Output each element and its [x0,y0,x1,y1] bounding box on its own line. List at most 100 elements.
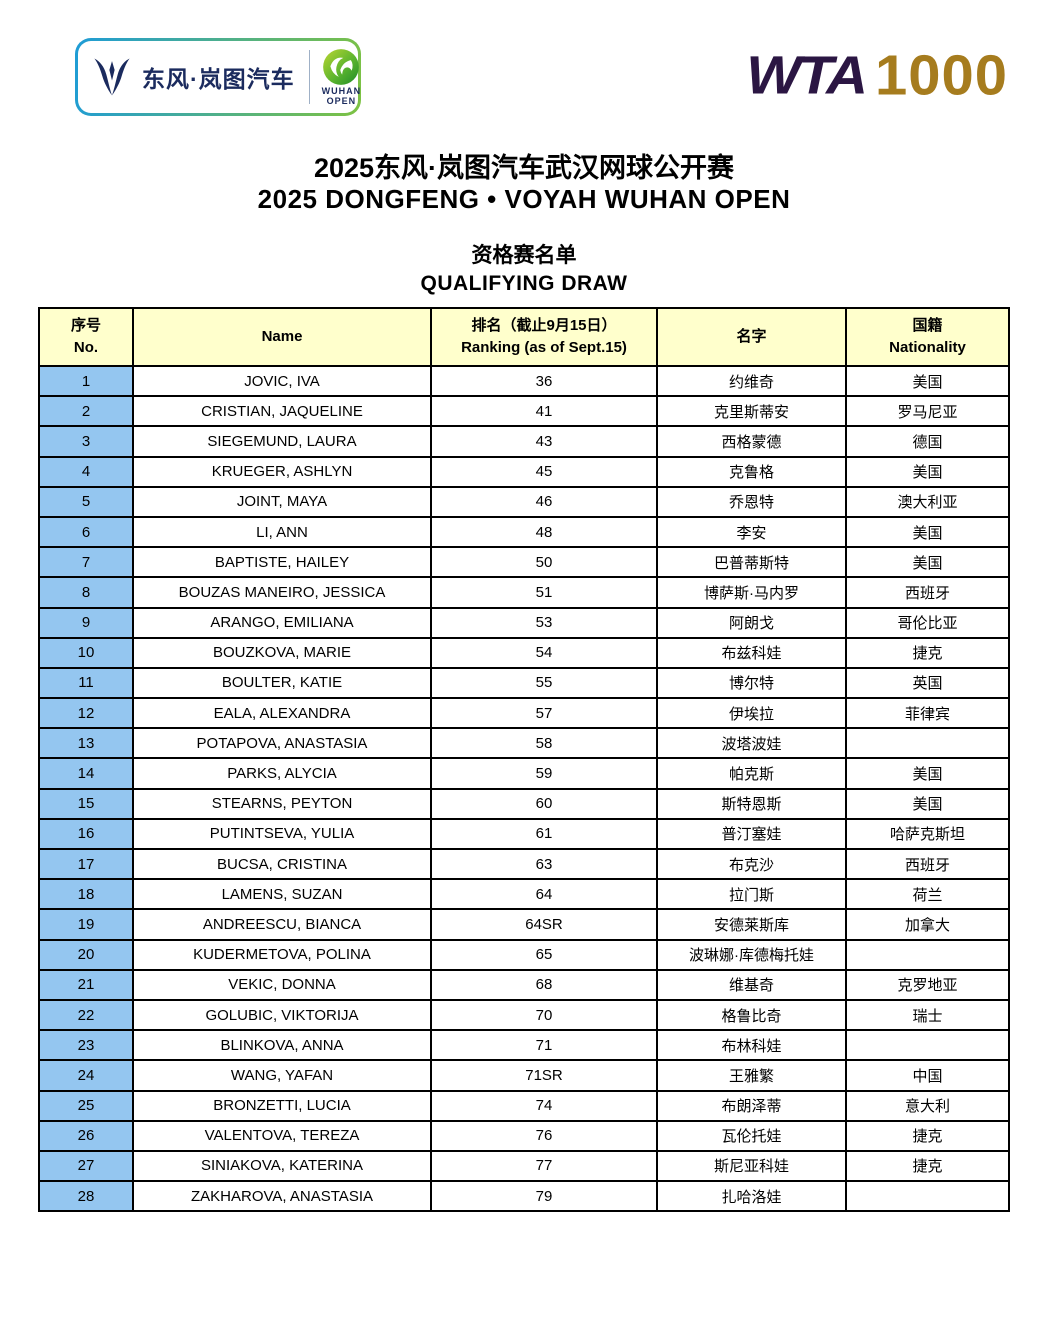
seed-number-cell: 26 [38,1119,134,1152]
nationality-cell: 中国 [845,1059,1010,1092]
wta-wordmark: WTA [746,45,868,106]
player-zh-name-cell: 王雅繁 [656,1059,847,1092]
seed-number-cell: 19 [38,908,134,941]
qualifying-draw-table: 序号 No. Name 排名（截止9月15日） Ranking (as of S… [38,307,1010,1213]
player-row: 22 GOLUBIC, VIKTORIJA 70 格鲁比奇 瑞士 [38,998,1010,1032]
seed-number-cell: 2 [38,395,134,428]
ranking-cell: 76 [430,1119,658,1152]
seed-number-cell: 9 [38,606,134,639]
open-word: OPEN [326,96,357,106]
seed-number-cell: 7 [38,546,134,579]
player-zh-name-cell: 格鲁比奇 [656,998,847,1032]
player-zh-name-cell: 布朗泽蒂 [656,1089,847,1122]
nationality-cell: 美国 [845,757,1010,790]
seed-number-cell: 17 [38,847,134,881]
draw-subtitle-en: QUALIFYING DRAW [420,272,628,295]
player-name-cell: BRONZETTI, LUCIA [132,1089,432,1122]
player-zh-name-cell: 约维奇 [656,364,847,398]
nationality-cell: 美国 [845,364,1010,398]
ranking-cell: 64 [430,878,658,911]
player-name-cell: PARKS, ALYCIA [132,757,432,790]
player-table-body: 1 JOVIC, IVA 36 约维奇 美国 2 CRISTIAN, JAQUELINE 41… [38,364,1010,1213]
player-zh-name-cell: 布林科娃 [656,1029,847,1062]
col-header-ranking: 排名（截止9月15日） Ranking (as of Sept.15) [430,307,658,367]
seed-number-cell: 18 [38,878,134,911]
player-zh-name-cell: 安德莱斯库 [656,908,847,941]
col-header-no-zh: 序号 [70,317,101,335]
player-name-cell: KUDERMETOVA, POLINA [132,938,432,971]
ranking-cell: 64SR [430,908,658,941]
nationality-cell: 意大利 [845,1089,1010,1122]
tournament-title-zh: 2025东风·岚图汽车武汉网球公开赛 [313,153,735,183]
sponsor-logo-inner: 东风·岚图汽车 WUHAN [78,41,360,113]
player-row: 20 KUDERMETOVA, POLINA 65 波琳娜·库德梅托娃 [38,938,1010,971]
seed-number-cell: 27 [38,1149,134,1183]
player-row: 3 SIEGEMUND, LAURA 43 西格蒙德 德国 [38,425,1010,458]
seed-number-cell: 22 [38,998,134,1032]
sponsor-brand-text: 东风·岚图汽车 [142,66,295,92]
player-zh-name-cell: 西格蒙德 [656,425,847,458]
wta-1000-logo: WTA 1000 [746,42,1008,109]
seed-number-cell: 24 [38,1059,134,1092]
nationality-cell [845,938,1010,971]
col-header-ranking-zh: 排名（截止9月15日） [471,317,617,335]
player-row: 11 BOULTER, KATIE 55 博尔特 英国 [38,666,1010,700]
player-name-cell: SINIAKOVA, KATERINA [132,1149,432,1183]
seed-number-cell: 25 [38,1089,134,1122]
nationality-cell: 美国 [845,515,1010,549]
player-row: 17 BUCSA, CRISTINA 63 布克沙 西班牙 [38,847,1010,881]
player-name-cell: ANDREESCU, BIANCA [132,908,432,941]
player-zh-name-cell: 普汀塞娃 [656,817,847,851]
sponsor-logo-box: 东风·岚图汽车 WUHAN [75,38,361,116]
player-zh-name-cell: 李安 [656,515,847,549]
wuhan-word: WUHAN [321,85,362,96]
player-zh-name-cell: 拉门斯 [656,878,847,911]
nationality-cell: 捷克 [845,636,1010,669]
player-name-cell: LI, ANN [132,515,432,549]
seed-number-cell: 4 [38,455,134,488]
ranking-cell: 53 [430,606,658,639]
seed-number-cell: 14 [38,757,134,790]
ranking-cell: 58 [430,727,658,760]
player-zh-name-cell: 布克沙 [656,847,847,881]
player-zh-name-cell: 博尔特 [656,666,847,700]
nationality-cell: 荷兰 [845,878,1010,911]
player-row: 10 BOUZKOVA, MARIE 54 布兹科娃 捷克 [38,636,1010,669]
player-name-cell: JOVIC, IVA [132,364,432,398]
nationality-cell: 罗马尼亚 [845,395,1010,428]
ranking-cell: 48 [430,515,658,549]
player-zh-name-cell: 斯尼亚科娃 [656,1149,847,1183]
seed-number-cell: 23 [38,1029,134,1062]
player-row: 24 WANG, YAFAN 71SR 王雅繁 中国 [38,1059,1010,1092]
player-row: 12 EALA, ALEXANDRA 57 伊埃拉 菲律宾 [38,697,1010,730]
player-zh-name-cell: 阿朗戈 [656,606,847,639]
seed-number-cell: 8 [38,576,134,609]
col-header-no: 序号 No. [38,307,134,367]
player-row: 27 SINIAKOVA, KATERINA 77 斯尼亚科娃 捷克 [38,1149,1010,1183]
player-row: 7 BAPTISTE, HAILEY 50 巴普蒂斯特 美国 [38,546,1010,579]
ranking-cell: 74 [430,1089,658,1122]
tournament-title-en: 2025 DONGFENG • VOYAH WUHAN OPEN [257,184,791,214]
nationality-cell: 瑞士 [845,998,1010,1032]
player-name-cell: LAMENS, SUZAN [132,878,432,911]
player-zh-name-cell: 瓦伦托娃 [656,1119,847,1152]
ranking-cell: 41 [430,395,658,428]
col-header-zh-name: 名字 [656,307,847,367]
player-name-cell: BAPTISTE, HAILEY [132,546,432,579]
ranking-cell: 79 [430,1180,658,1213]
nationality-cell: 捷克 [845,1149,1010,1183]
player-name-cell: ZAKHAROVA, ANASTASIA [132,1180,432,1213]
player-name-cell: EALA, ALEXANDRA [132,697,432,730]
ranking-cell: 60 [430,787,658,820]
ranking-cell: 63 [430,847,658,881]
wuhan-open-ball-icon [323,48,360,85]
nationality-cell: 美国 [845,455,1010,488]
ranking-cell: 71 [430,1029,658,1062]
wuhan-open-logo: WUHAN OPEN [322,48,362,107]
player-name-cell: BLINKOVA, ANNA [132,1029,432,1062]
player-row: 18 LAMENS, SUZAN 64 拉门斯 荷兰 [38,878,1010,911]
player-name-cell: VALENTOVA, TEREZA [132,1119,432,1152]
ranking-cell: 51 [430,576,658,609]
player-row: 2 CRISTIAN, JAQUELINE 41 克里斯蒂安 罗马尼亚 [38,395,1010,428]
player-zh-name-cell: 扎哈洛娃 [656,1180,847,1213]
